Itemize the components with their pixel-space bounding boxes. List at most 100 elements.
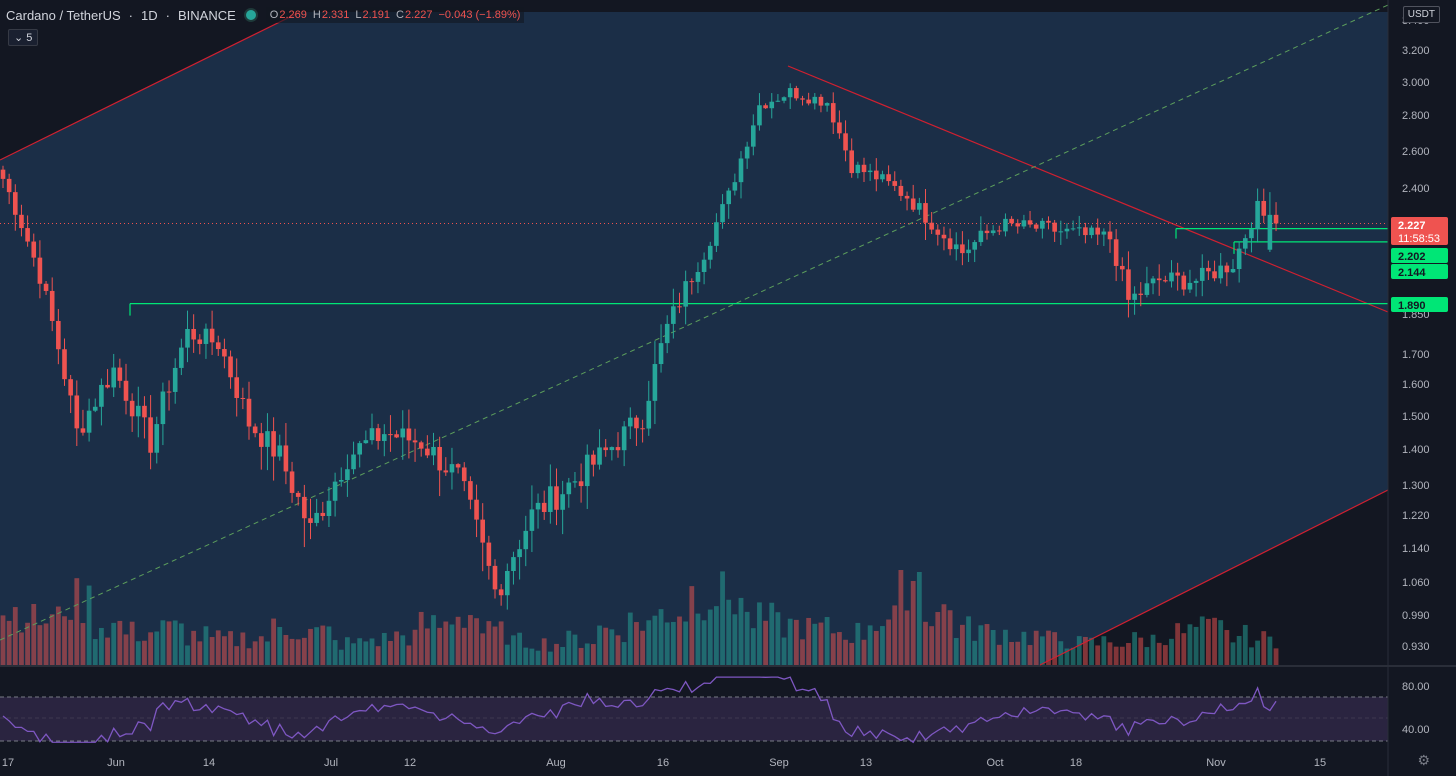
x-tick-label: Jun	[107, 757, 125, 769]
candle-body	[1076, 227, 1082, 229]
candle-body	[824, 103, 830, 106]
candle-body	[338, 480, 344, 482]
volume-bar	[750, 628, 756, 665]
candle-body	[123, 380, 129, 401]
volume-bar	[984, 624, 990, 665]
candle-body	[443, 470, 449, 473]
candle-body	[185, 329, 190, 348]
candle-body	[1064, 228, 1070, 232]
volume-bar	[1132, 632, 1137, 665]
volume-bar	[898, 570, 904, 665]
volume-bar	[886, 619, 891, 665]
candle-body	[308, 518, 313, 523]
volume-bar	[597, 625, 602, 665]
volume-bar	[197, 641, 203, 665]
volume-bar	[1083, 636, 1088, 665]
candle-body	[56, 320, 61, 350]
volume-bar	[1255, 640, 1260, 665]
currency-badge[interactable]: USDT	[1402, 6, 1440, 23]
change-value: −0.043 (−1.89%)	[438, 9, 521, 21]
volume-bar	[1039, 636, 1045, 665]
candle-body	[646, 400, 652, 429]
candle-body	[1003, 218, 1008, 232]
volume-bar	[634, 622, 639, 665]
candle-body	[277, 445, 283, 457]
candle-body	[634, 417, 639, 429]
volume-bar	[578, 647, 584, 665]
volume-bar	[351, 643, 356, 665]
volume-bar	[80, 623, 86, 665]
volume-bar	[418, 611, 424, 665]
candle-body	[664, 323, 670, 344]
y-tick-label: 2.800	[1402, 110, 1430, 122]
rsi-tick-label: 80.00	[1402, 681, 1430, 693]
channel-lower-line	[1039, 489, 1389, 666]
y-tick-label: 1.300	[1402, 480, 1430, 492]
x-tick-label: 12	[404, 757, 416, 769]
volume-bar	[43, 623, 49, 665]
candle-body	[1156, 278, 1162, 281]
volume-bar	[1107, 642, 1113, 665]
volume-bar	[953, 638, 959, 665]
volume-bar	[584, 643, 590, 665]
candle-body	[572, 481, 578, 483]
volume-bar	[203, 626, 209, 665]
volume-bar	[1009, 641, 1014, 665]
candle-body	[0, 169, 6, 179]
candle-body	[1261, 200, 1267, 216]
volume-bar	[1162, 645, 1168, 665]
volume-bar	[806, 617, 812, 665]
y-tick-label: 1.060	[1402, 577, 1430, 589]
open-value: 2.269	[279, 9, 307, 21]
volume-bar	[554, 643, 559, 665]
candle-body	[154, 424, 160, 453]
candle-body	[179, 347, 184, 368]
candle-body	[597, 447, 602, 465]
candle-body	[351, 454, 356, 470]
candle-body	[621, 426, 627, 451]
candle-body	[744, 146, 750, 159]
candle-body	[1206, 267, 1211, 272]
volume-bar	[941, 604, 947, 665]
volume-bar	[916, 571, 922, 665]
volume-bar	[1199, 616, 1205, 665]
settings-gear-icon[interactable]: ⚙	[1417, 752, 1430, 768]
channel-upper-line	[0, 11, 301, 161]
candle-body	[1021, 220, 1027, 227]
indicators-toggle[interactable]: ⌄ 5	[8, 29, 39, 46]
volume-bar	[960, 624, 965, 665]
volume-bar	[1033, 630, 1039, 665]
price-badge-label: 2.144	[1398, 267, 1426, 279]
volume-bar	[929, 626, 935, 665]
volume-bar	[1150, 634, 1156, 665]
volume-bar	[394, 631, 399, 665]
candle-body	[1193, 280, 1199, 283]
candle-body	[1089, 227, 1094, 236]
candle-body	[191, 329, 196, 340]
y-tick-label: 1.220	[1402, 510, 1430, 522]
candle-body	[781, 97, 787, 101]
candle-body	[80, 428, 86, 433]
candle-body	[628, 417, 633, 427]
candle-body	[732, 182, 738, 191]
volume-bar	[670, 621, 676, 665]
volume-bar	[714, 606, 719, 665]
interval-label[interactable]: 1D	[141, 7, 158, 23]
market-status-icon	[243, 8, 258, 22]
volume-bar	[990, 629, 996, 665]
candle-body	[25, 228, 30, 242]
y-tick-label: 0.990	[1402, 610, 1430, 622]
candle-body	[19, 214, 24, 229]
volume-bar	[443, 621, 449, 665]
volume-bar	[1273, 648, 1279, 665]
volume-bar	[301, 637, 307, 665]
volume-bar	[720, 571, 725, 665]
candle-body	[320, 512, 326, 517]
candle-body	[615, 447, 621, 451]
volume-bar	[424, 628, 430, 665]
volume-bar	[1126, 642, 1131, 665]
symbol-name[interactable]: Cardano / TetherUS	[6, 7, 121, 23]
volume-bar	[105, 637, 110, 665]
candle-body	[1243, 238, 1248, 249]
